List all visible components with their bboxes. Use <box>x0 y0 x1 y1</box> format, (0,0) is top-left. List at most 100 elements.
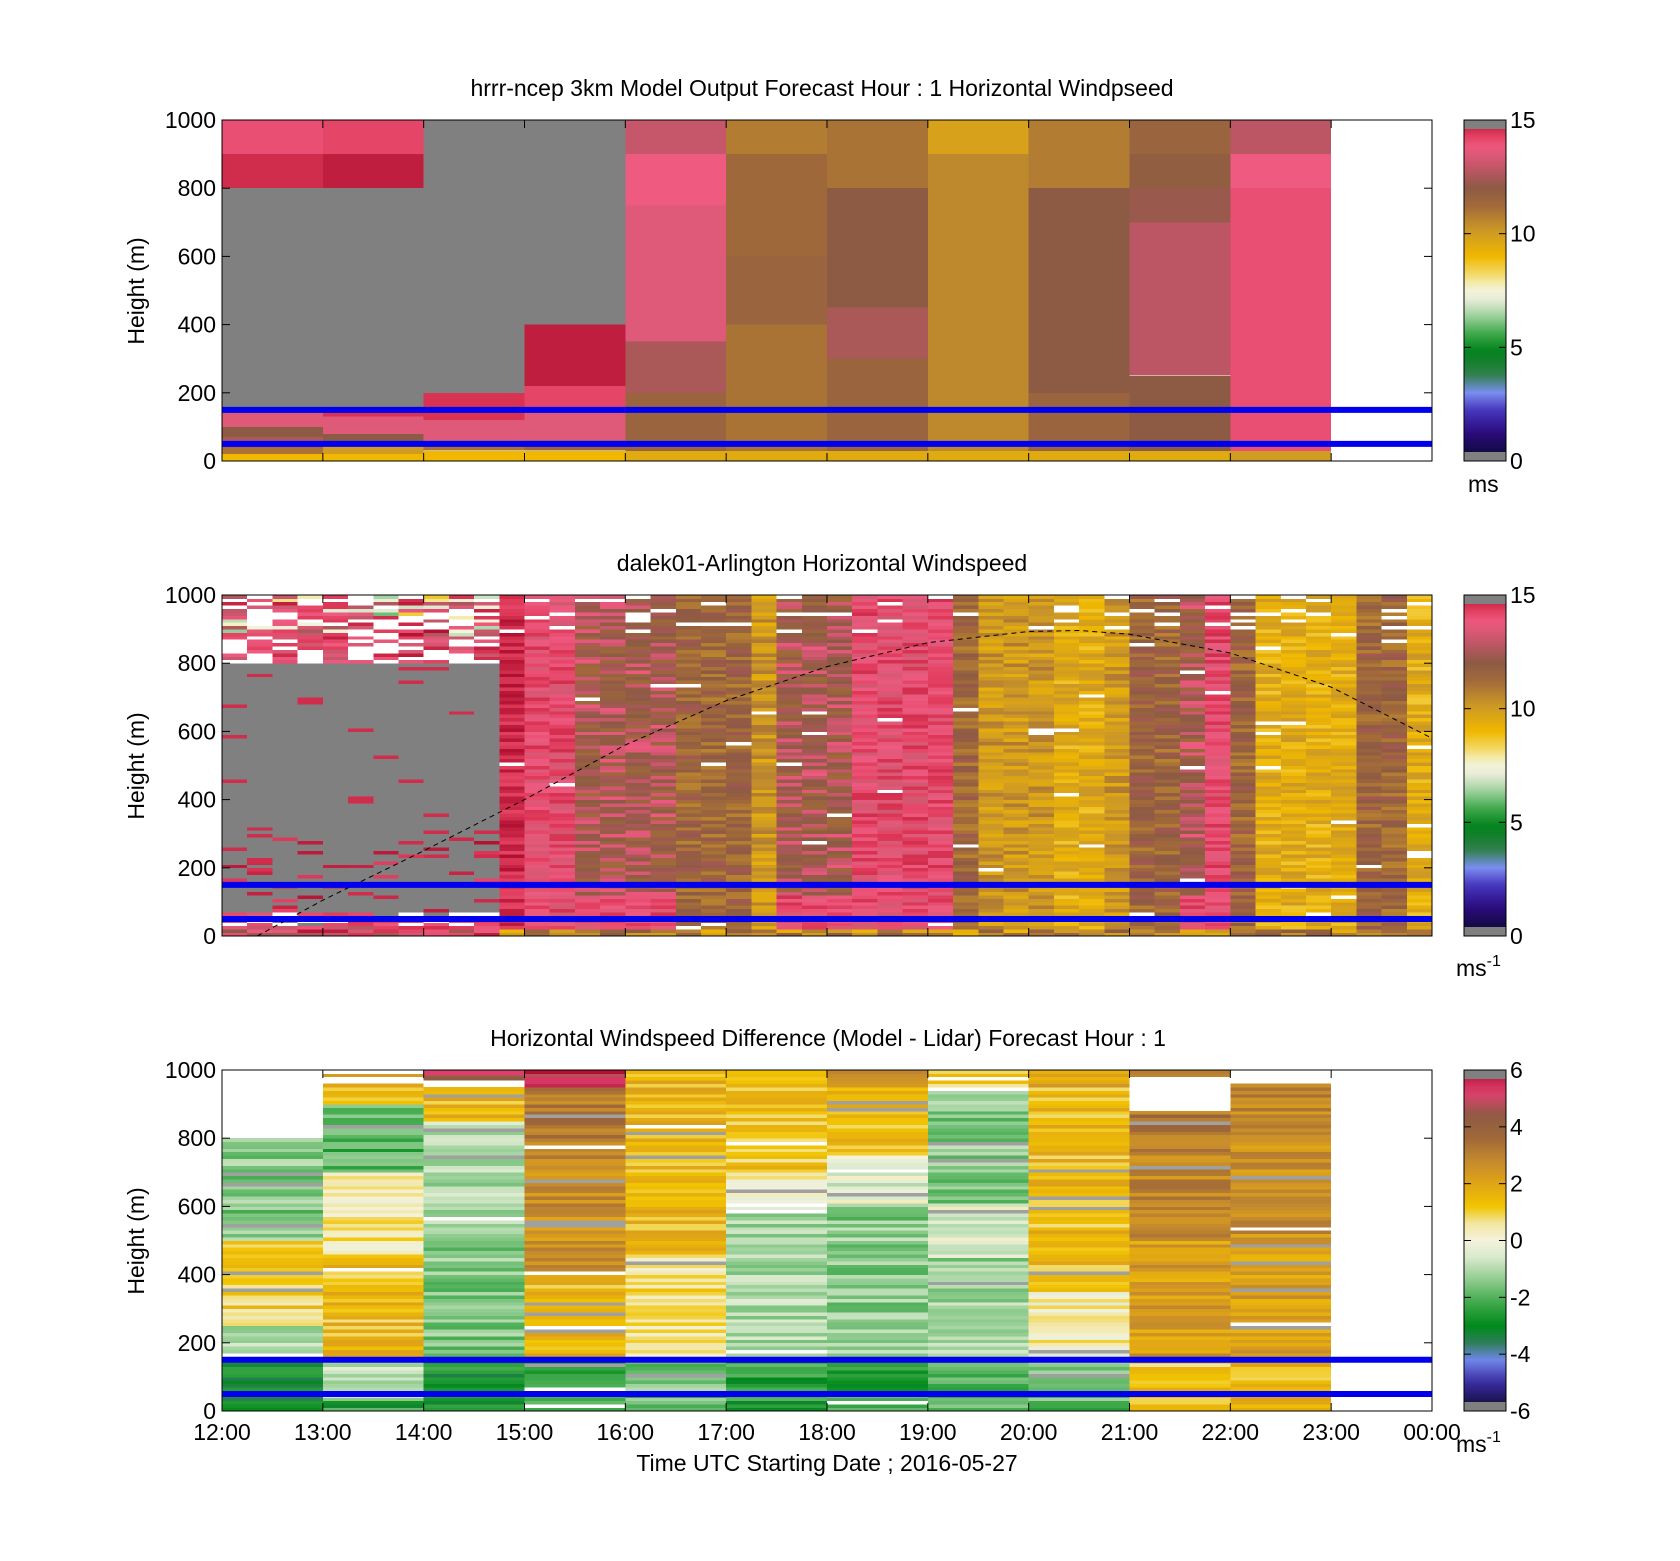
heatmap-cell <box>574 734 601 739</box>
heatmap-cell <box>852 625 878 630</box>
heatmap-cell <box>1205 680 1231 685</box>
heatmap-cell <box>499 806 525 811</box>
heatmap-cell <box>650 741 676 746</box>
heatmap-cell <box>1003 758 1029 763</box>
heatmap-cell <box>978 796 1004 800</box>
heatmap-cell <box>549 605 576 609</box>
heatmap-cell <box>877 871 903 875</box>
heatmap-cell <box>927 871 954 875</box>
heatmap-cell <box>322 154 424 189</box>
heatmap-cell <box>222 813 248 817</box>
heatmap-cell <box>222 409 323 427</box>
heatmap-cell <box>222 646 248 650</box>
heatmap-cell <box>1331 861 1357 865</box>
heatmap-cell <box>297 891 324 896</box>
heatmap-cell <box>222 673 248 678</box>
heatmap-cell <box>1306 905 1332 910</box>
heatmap-cell <box>1356 697 1382 702</box>
heatmap-cell <box>1255 840 1281 845</box>
heatmap-cell <box>549 612 576 616</box>
heatmap-cell <box>625 601 651 606</box>
heatmap-cell <box>297 768 324 773</box>
heatmap-cell <box>1406 864 1433 869</box>
heatmap-cell <box>297 925 324 930</box>
heatmap-cell <box>978 731 1004 736</box>
heatmap-cell <box>373 929 399 933</box>
heatmap-cell <box>1306 922 1332 927</box>
heatmap-cell <box>1230 833 1256 838</box>
heatmap-cell <box>499 932 525 937</box>
heatmap-cell <box>247 786 273 790</box>
heatmap-cell <box>1230 618 1256 623</box>
heatmap-cell <box>373 898 399 903</box>
heatmap-cell <box>398 663 424 667</box>
heatmap-cell <box>701 598 727 603</box>
heatmap-cell <box>1406 673 1433 678</box>
heatmap-cell <box>1104 929 1130 933</box>
heatmap-cell <box>1129 622 1155 627</box>
heatmap-cell <box>776 612 803 616</box>
heatmap-cell <box>927 768 954 773</box>
heatmap-cell <box>625 854 651 858</box>
heatmap-cell <box>222 618 248 623</box>
heatmap-cell <box>827 908 853 913</box>
heatmap-cell <box>549 635 576 640</box>
heatmap-cell <box>902 874 929 879</box>
heatmap-cell <box>398 635 424 640</box>
heatmap-cell <box>625 799 651 804</box>
heatmap-cell <box>1003 693 1029 698</box>
heatmap-cell <box>1003 861 1029 865</box>
heatmap-cell <box>1179 905 1206 910</box>
heatmap-cell <box>726 867 752 872</box>
heatmap-cell <box>1179 601 1206 606</box>
heatmap-cell <box>927 878 954 882</box>
heatmap-cell <box>600 697 626 702</box>
heatmap-cell <box>675 755 702 760</box>
heatmap-cell <box>1003 796 1029 800</box>
heatmap-cell <box>1331 901 1357 906</box>
heatmap-cell <box>1028 649 1055 654</box>
heatmap-cell <box>1406 888 1433 893</box>
heatmap-cell <box>1280 905 1307 910</box>
heatmap-cell <box>272 929 298 933</box>
heatmap-cell <box>1331 741 1357 746</box>
heatmap-cell <box>877 745 903 749</box>
heatmap-cell <box>1406 745 1433 749</box>
heatmap-cell <box>953 741 979 746</box>
heatmap-cell <box>1079 874 1105 879</box>
heatmap-cell <box>1079 837 1105 841</box>
heatmap-cell <box>1003 840 1029 845</box>
heatmap-cell <box>1129 912 1155 916</box>
heatmap-cell <box>524 598 550 603</box>
heatmap-cell <box>1306 779 1332 783</box>
heatmap-cell <box>726 601 752 606</box>
heatmap-cell <box>1306 768 1332 773</box>
heatmap-cell <box>1104 762 1130 766</box>
heatmap-cell <box>927 772 954 777</box>
heatmap-cell <box>701 874 727 879</box>
heatmap-cell <box>1280 779 1307 783</box>
heatmap-cell <box>625 768 651 773</box>
heatmap-cell <box>902 615 929 620</box>
heatmap-cell <box>1079 595 1105 599</box>
heatmap-cell <box>1104 809 1130 814</box>
heatmap-cell <box>801 653 828 657</box>
heatmap-cell <box>852 728 878 732</box>
heatmap-cell <box>1179 867 1206 872</box>
heatmap-cell <box>650 908 676 913</box>
heatmap-cell <box>348 745 374 749</box>
heatmap-cell <box>978 854 1004 858</box>
heatmap-cell <box>1129 854 1155 858</box>
heatmap-cell <box>322 120 424 155</box>
heatmap-cell <box>1003 857 1029 862</box>
heatmap-cell <box>625 341 727 393</box>
heatmap-cell <box>675 697 702 702</box>
heatmap-cell <box>499 632 525 637</box>
heatmap-cell <box>675 925 702 930</box>
heatmap-cell <box>398 857 424 862</box>
heatmap-cell <box>776 704 803 708</box>
heatmap-cell <box>1003 717 1029 722</box>
heatmap-cell <box>1306 758 1332 763</box>
heatmap-cell <box>877 653 903 657</box>
heatmap-cell <box>549 700 576 705</box>
